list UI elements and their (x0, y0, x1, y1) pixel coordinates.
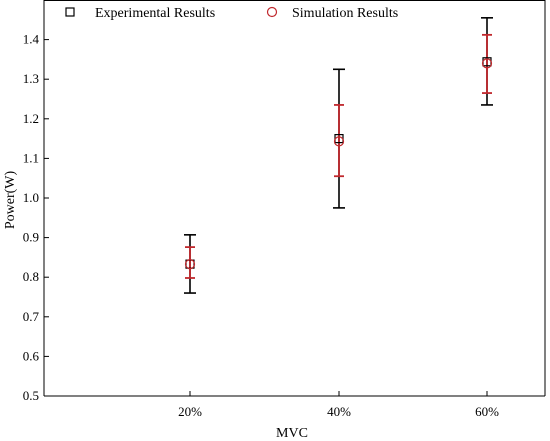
x-tick-label: 20% (178, 404, 202, 419)
y-tick-label: 1.1 (23, 150, 39, 165)
legend-marker-circle (266, 6, 278, 18)
y-tick-label: 1.0 (23, 190, 39, 205)
legend-label-simulation: Simulation Results (292, 6, 398, 21)
data-point-circle (333, 136, 345, 147)
x-tick-label: 60% (475, 404, 499, 419)
y-tick-label: 0.7 (23, 309, 40, 324)
y-axis-ticks: 0.5 0.6 0.7 0.8 0.9 1.0 1.1 1.2 1.3 1.4 (23, 32, 49, 403)
x-tick-label: 40% (327, 404, 351, 419)
y-tick-label: 0.8 (23, 269, 39, 284)
data-point-circle (481, 58, 493, 69)
data-point-circle (184, 259, 196, 270)
x-axis-ticks: 20% 40% 60% (178, 391, 499, 419)
y-axis-label: Power(W) (3, 171, 18, 230)
axes (43, 0, 546, 397)
legend-marker-square (65, 7, 75, 17)
y-tick-label: 0.9 (23, 230, 39, 245)
legend-label-experimental: Experimental Results (95, 6, 215, 21)
y-tick-label: 0.5 (23, 388, 39, 403)
y-tick-label: 1.2 (23, 111, 39, 126)
y-tick-label: 1.4 (23, 32, 40, 47)
legend: Experimental Results Simulation Results (65, 6, 398, 21)
y-tick-label: 0.6 (23, 348, 40, 363)
data-marks (184, 17, 493, 294)
y-tick-label: 1.3 (23, 71, 39, 86)
x-axis-label: MVC (276, 426, 308, 441)
series-simulation (185, 33, 492, 279)
